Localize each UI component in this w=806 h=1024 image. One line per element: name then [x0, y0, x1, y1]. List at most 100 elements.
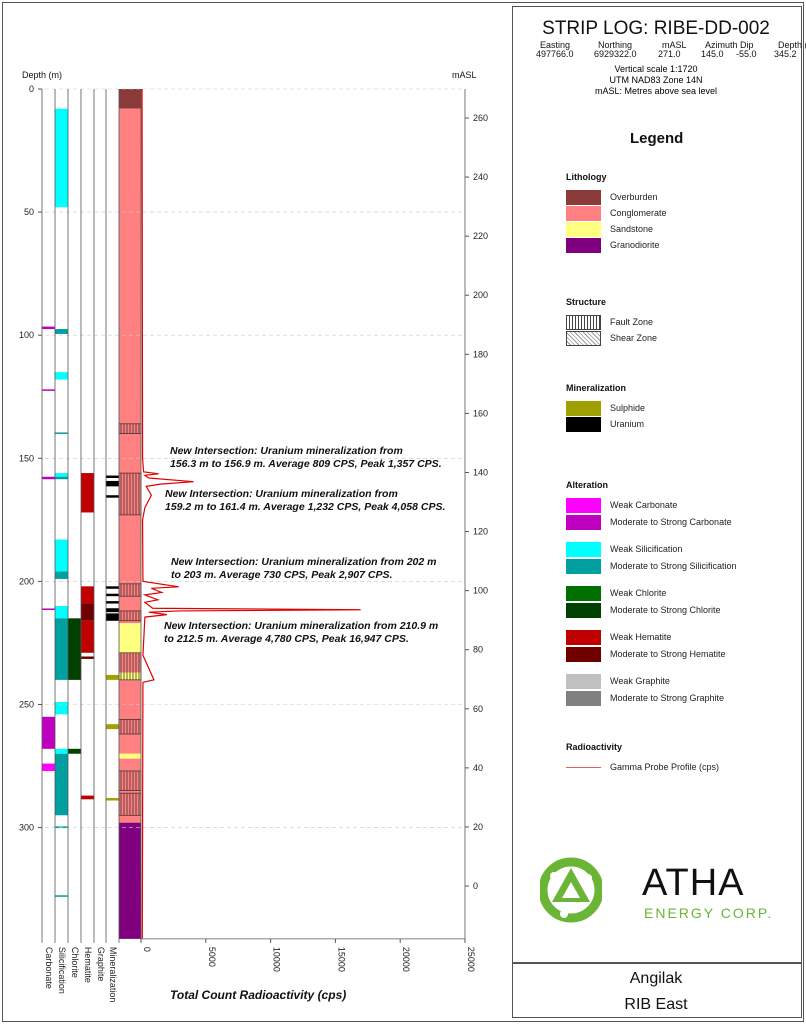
x-tick-label: 15000	[336, 947, 346, 972]
silicification-interval	[55, 702, 68, 715]
masl-tick-label: 200	[473, 290, 488, 300]
collar-value: 145.0	[701, 49, 724, 59]
lithology-interval	[119, 679, 141, 754]
depth-tick-label: 200	[19, 576, 34, 586]
collar-header: Azimuth	[705, 40, 738, 50]
legend-label: Gamma Probe Profile (cps)	[610, 762, 720, 772]
masl-tick-label: 80	[473, 645, 483, 655]
legend-label: Moderate to Strong Hematite	[610, 649, 726, 659]
depth-tick-label: 250	[19, 700, 34, 710]
silicification-interval	[55, 476, 68, 480]
carbonate-interval	[42, 716, 55, 749]
collar-value: 6929322.0	[594, 49, 637, 59]
area-name: RIB East	[624, 996, 688, 1013]
legend-swatch	[566, 586, 601, 601]
collar-header: mASL	[662, 40, 687, 50]
legend-group-title: Alteration	[566, 480, 609, 490]
masl-tick-label: 0	[473, 881, 478, 891]
annotation-2: New Intersection: Uranium mineralization…	[165, 488, 446, 513]
column-label-hematite: Hematite	[83, 947, 93, 983]
silicification-interval	[55, 539, 68, 572]
legend-swatch	[566, 559, 601, 574]
legend-swatch	[566, 647, 601, 662]
silicification-interval	[55, 748, 68, 754]
collar-value: 345.2	[774, 49, 797, 59]
collar-value: 497766.0	[536, 49, 574, 59]
column-label-graphite: Graphite	[96, 947, 106, 982]
masl-tick-label: 120	[473, 527, 488, 537]
masl-tick-label: 260	[473, 113, 488, 123]
legend-label: Moderate to Strong Chlorite	[610, 605, 721, 615]
lithology-interval	[119, 108, 141, 624]
carbonate-interval	[42, 326, 55, 330]
strip-log-title: STRIP LOG: RIBE-DD-002	[542, 18, 770, 39]
header-notes: Vertical scale 1:1720 UTM NAD83 Zone 14N…	[512, 64, 800, 97]
masl-note: mASL: Metres above sea level	[594, 86, 718, 96]
silicification-interval	[55, 618, 68, 680]
legend-label: Fault Zone	[610, 317, 654, 327]
chlorite-interval	[68, 618, 81, 680]
depth-tick-label: 100	[19, 330, 34, 340]
masl-tick-label: 20	[473, 822, 483, 832]
lithology-interval	[119, 623, 141, 653]
hematite-interval	[81, 586, 94, 604]
masl-tick-label: 220	[473, 231, 488, 241]
silicification-interval	[55, 895, 68, 897]
legend-swatch	[566, 691, 601, 706]
fault-zone	[118, 472, 142, 516]
chlorite-interval	[68, 748, 81, 754]
lithology-interval	[119, 822, 141, 939]
collar-header: Easting	[540, 40, 571, 50]
masl-tick-label: 40	[473, 763, 483, 773]
hematite-interval	[81, 656, 94, 659]
mineralization-interval	[106, 608, 119, 613]
legend-swatch	[566, 542, 601, 557]
hematite-interval	[81, 603, 94, 621]
lithology-interval	[119, 753, 141, 759]
masl-tick-label: 60	[473, 704, 483, 714]
x-tick-label: 20000	[401, 947, 411, 972]
fault-zone	[118, 652, 142, 681]
legend-swatch	[566, 417, 601, 432]
masl-axis-label: mASL	[452, 70, 477, 80]
carbonate-interval	[42, 389, 55, 391]
legend-label: Sandstone	[610, 224, 654, 234]
legend-swatch	[566, 498, 601, 513]
legend-group-title: Radioactivity	[566, 742, 623, 752]
annotation-3: New Intersection: Uranium mineralization…	[171, 556, 437, 581]
mineralization-interval	[106, 593, 119, 597]
silicification-interval	[55, 473, 68, 477]
legend-label: Sulphide	[610, 403, 646, 413]
legend-swatch	[566, 630, 601, 645]
depth-tick-label: 0	[29, 84, 34, 94]
gamma-profile-line	[141, 88, 361, 939]
atha-logo-mark	[540, 857, 602, 923]
hematite-interval	[81, 620, 94, 653]
logo-name: ATHA	[642, 862, 745, 904]
silicification-interval	[55, 571, 68, 579]
fault-zone	[118, 423, 142, 434]
silicification-interval	[55, 329, 68, 334]
legend-label: Moderate to Strong Silicification	[610, 561, 737, 571]
legend-label: Moderate to Strong Carbonate	[610, 517, 732, 527]
mineralization-interval	[106, 613, 119, 621]
annotation-1: New Intersection: Uranium mineralization…	[170, 445, 442, 470]
mineralization-interval	[106, 724, 119, 730]
legend-label: Weak Chlorite	[610, 588, 667, 598]
legend-label: Weak Carbonate	[610, 500, 678, 510]
legend-swatch	[566, 515, 601, 530]
fault-zone	[118, 718, 142, 735]
x-tick-label: 25000	[466, 947, 476, 972]
lithology-interval	[119, 89, 141, 109]
legend-swatch	[566, 331, 601, 346]
logo-subtitle: ENERGY CORP.	[644, 905, 774, 921]
mineralization-interval	[106, 798, 119, 801]
mineralization-interval	[106, 601, 119, 604]
mineralization-interval	[106, 475, 119, 478]
legend-swatch	[566, 222, 601, 237]
strip-log-chart: 0501001502002503002602402202001801601401…	[19, 84, 488, 1002]
collar-header: Dip	[740, 40, 754, 50]
collar-header: Northing	[598, 40, 633, 50]
